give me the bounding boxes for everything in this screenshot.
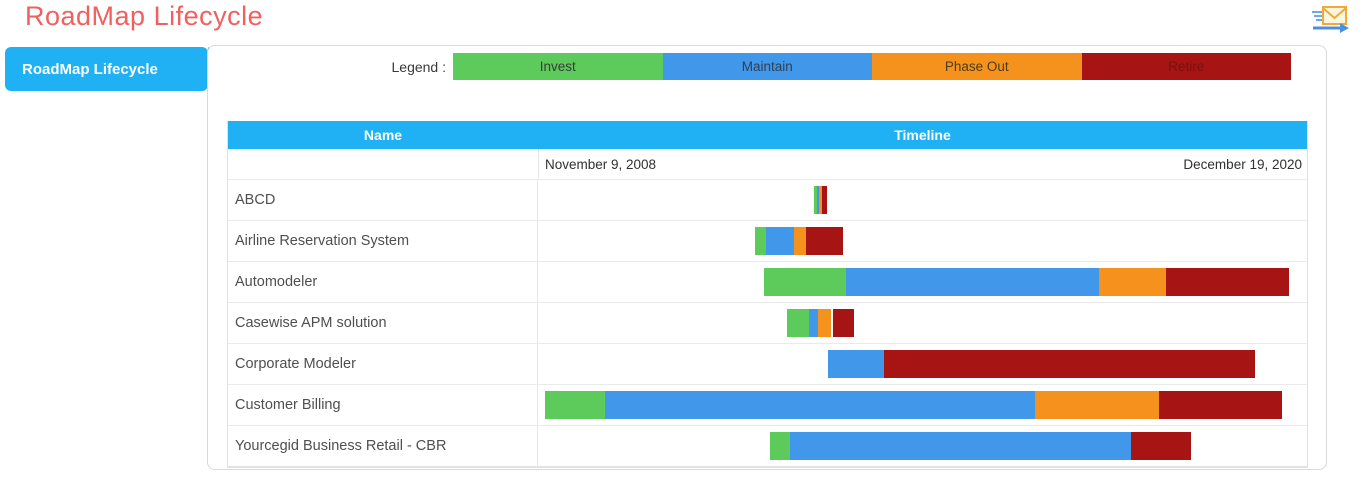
table-row: Casewise APM solution: [228, 303, 1307, 344]
table-row: Yourcegid Business Retail - CBR: [228, 426, 1307, 467]
bar-segment-retire[interactable]: [1130, 432, 1191, 460]
bar-segment-maintain[interactable]: [808, 309, 818, 337]
timeline-start-date: November 9, 2008: [545, 156, 657, 172]
roadmap-table: Name Timeline November 9, 2008 December …: [227, 121, 1308, 468]
row-timeline: [538, 385, 1307, 425]
timeline-axis-row: November 9, 2008 December 19, 2020: [228, 149, 1307, 180]
column-header-name: Name: [363, 127, 403, 143]
row-name: Corporate Modeler: [228, 344, 538, 384]
bar-segment-retire[interactable]: [1165, 268, 1289, 296]
row-name: Airline Reservation System: [228, 221, 538, 261]
bar-segment-invest[interactable]: [764, 268, 846, 296]
send-email-button[interactable]: [1309, 3, 1351, 35]
bar-segment-maintain[interactable]: [766, 227, 794, 255]
bar-segment-retire[interactable]: [1159, 391, 1283, 419]
table-row: Customer Billing: [228, 385, 1307, 426]
legend-item-retire: Retire: [1081, 53, 1291, 80]
page-title: RoadMap Lifecycle: [25, 1, 264, 31]
bar-segment-retire[interactable]: [883, 350, 1255, 378]
sidebar-item-label: RoadMap Lifecycle: [22, 60, 158, 78]
row-name: Casewise APM solution: [228, 303, 538, 343]
table-header-row: Name Timeline: [228, 121, 1307, 149]
bar-segment-retire[interactable]: [805, 227, 843, 255]
bar-segment-phase-out[interactable]: [817, 309, 831, 337]
table-row: Airline Reservation System: [228, 221, 1307, 262]
content-panel: Legend : Invest Maintain Phase Out Retire N…: [207, 45, 1327, 470]
row-timeline: [538, 303, 1307, 343]
bar-segment-phase-out[interactable]: [794, 227, 806, 255]
row-timeline: [538, 262, 1307, 302]
bar-segment-invest[interactable]: [770, 432, 790, 460]
table-row: Automodeler: [228, 262, 1307, 303]
table-body: ABCD Airline Reservation System Automodele…: [228, 180, 1307, 467]
bar-segment-maintain[interactable]: [845, 268, 1099, 296]
bar-segment-retire[interactable]: [821, 186, 827, 214]
table-row: Corporate Modeler: [228, 344, 1307, 385]
row-name: Customer Billing: [228, 385, 538, 425]
bar-segment-invest[interactable]: [755, 227, 766, 255]
timeline-end-date: December 19, 2020: [1183, 156, 1302, 172]
bar-segment-maintain[interactable]: [604, 391, 1035, 419]
bar-segment-phase-out[interactable]: [1035, 391, 1160, 419]
column-header-timeline: Timeline: [894, 127, 951, 143]
row-name: Automodeler: [228, 262, 538, 302]
bar-segment-retire[interactable]: [832, 309, 854, 337]
row-timeline: [538, 180, 1307, 220]
bar-segment-maintain[interactable]: [827, 350, 884, 378]
row-timeline: [538, 344, 1307, 384]
row-timeline: [538, 221, 1307, 261]
sidebar-item-roadmap-lifecycle[interactable]: RoadMap Lifecycle: [5, 47, 233, 91]
bar-segment-invest[interactable]: [544, 391, 605, 419]
legend: Legend : Invest Maintain Phase Out Retire: [208, 53, 1326, 80]
bar-segment-phase-out[interactable]: [818, 186, 822, 214]
row-timeline: [538, 426, 1307, 466]
send-email-icon: [1312, 6, 1349, 33]
row-name: Yourcegid Business Retail - CBR: [228, 426, 538, 466]
table-row: ABCD: [228, 180, 1307, 221]
bar-segment-maintain[interactable]: [790, 432, 1131, 460]
legend-label: Legend :: [391, 58, 447, 75]
row-name: ABCD: [228, 180, 538, 220]
bar-segment-maintain[interactable]: [816, 186, 819, 214]
bar-segment-invest[interactable]: [813, 186, 817, 214]
bar-segment-invest[interactable]: [787, 309, 809, 337]
legend-item-phase-out: Phase Out: [872, 53, 1082, 80]
bar-segment-phase-out[interactable]: [1098, 268, 1166, 296]
legend-item-maintain: Maintain: [662, 53, 872, 80]
legend-bar: Invest Maintain Phase Out Retire: [453, 53, 1291, 80]
timeline-axis: November 9, 2008 December 19, 2020: [539, 149, 1308, 179]
legend-item-invest: Invest: [453, 53, 663, 80]
